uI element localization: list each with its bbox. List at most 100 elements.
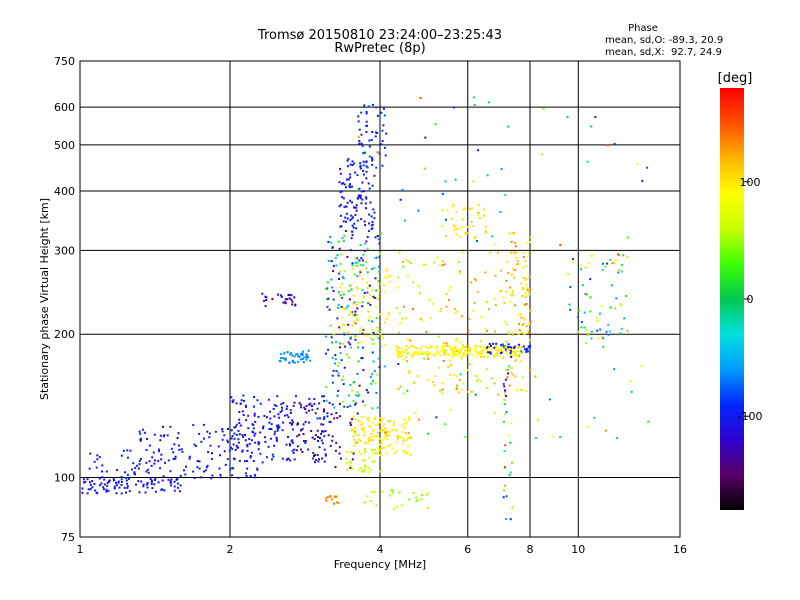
data-point <box>338 247 341 250</box>
data-point <box>207 451 210 454</box>
data-point <box>327 348 330 351</box>
data-point <box>370 138 373 141</box>
data-point <box>496 349 498 352</box>
data-point <box>354 335 357 338</box>
data-point <box>402 449 405 452</box>
data-point <box>446 209 449 212</box>
data-point <box>339 342 342 345</box>
data-point <box>179 484 182 487</box>
data-point <box>308 397 311 400</box>
data-point <box>323 448 326 451</box>
data-point <box>514 251 516 254</box>
data-point <box>138 463 141 466</box>
data-point <box>273 433 276 436</box>
data-point <box>401 504 403 507</box>
data-point <box>358 128 361 131</box>
data-point <box>500 344 503 347</box>
data-point <box>342 197 345 200</box>
data-point <box>345 220 347 223</box>
data-point <box>103 478 106 481</box>
data-point <box>511 333 514 336</box>
data-point <box>352 438 355 441</box>
data-point <box>471 207 474 210</box>
data-point <box>522 288 525 291</box>
data-point <box>504 413 507 416</box>
data-point <box>253 412 256 415</box>
data-point <box>371 220 374 223</box>
data-point <box>398 435 401 438</box>
data-point <box>356 257 358 260</box>
data-point <box>285 443 288 446</box>
data-point <box>450 349 453 352</box>
data-point <box>357 341 360 344</box>
data-point <box>324 453 327 456</box>
data-point <box>441 392 443 395</box>
data-point <box>318 402 321 405</box>
data-point <box>322 418 325 420</box>
data-point <box>127 477 130 480</box>
data-point <box>590 330 593 333</box>
data-point <box>378 330 381 333</box>
data-point <box>507 368 510 371</box>
data-point <box>356 219 359 222</box>
data-point <box>238 422 241 424</box>
data-point <box>512 330 515 333</box>
data-point <box>453 352 456 355</box>
data-point <box>308 421 311 424</box>
data-point <box>162 475 165 478</box>
y-tick-label: 200 <box>54 328 75 341</box>
data-point <box>150 479 153 482</box>
y-tick-label: 750 <box>54 55 75 68</box>
data-point <box>249 455 252 458</box>
data-point <box>614 307 617 310</box>
data-point <box>326 496 329 499</box>
data-point <box>268 421 271 424</box>
data-point <box>451 351 454 354</box>
data-point <box>357 301 360 304</box>
data-point <box>522 256 525 258</box>
data-point <box>524 318 526 321</box>
data-point <box>377 337 380 340</box>
data-point <box>465 349 468 352</box>
data-point <box>467 226 469 229</box>
data-point <box>429 346 432 349</box>
data-point <box>432 381 434 383</box>
data-point <box>320 432 322 435</box>
data-point <box>349 219 352 222</box>
data-point <box>311 436 314 439</box>
data-point <box>170 484 173 487</box>
data-point <box>522 323 525 326</box>
data-point <box>351 418 354 421</box>
data-point <box>358 140 361 142</box>
data-point <box>238 411 241 413</box>
data-point <box>407 274 410 277</box>
data-point <box>84 480 87 483</box>
data-point <box>254 432 257 435</box>
data-point <box>398 312 401 315</box>
data-point <box>395 428 398 431</box>
data-point <box>513 350 516 353</box>
data-point <box>342 383 345 386</box>
data-point <box>529 344 532 347</box>
data-point <box>372 331 375 334</box>
data-point <box>294 304 297 307</box>
data-point <box>330 413 333 416</box>
data-point <box>498 355 501 358</box>
data-point <box>528 346 531 349</box>
data-point <box>230 396 233 399</box>
data-point <box>398 491 401 494</box>
data-point <box>342 331 345 334</box>
data-point <box>410 262 412 265</box>
data-point <box>508 349 511 352</box>
data-point <box>203 437 205 440</box>
data-point <box>362 469 365 472</box>
data-point <box>356 264 359 267</box>
data-point <box>239 402 242 405</box>
data-point <box>353 162 356 165</box>
data-point <box>344 216 347 219</box>
data-point <box>154 477 157 480</box>
data-point <box>356 197 359 200</box>
data-point <box>426 354 429 356</box>
data-point <box>452 353 455 356</box>
data-point <box>460 349 463 352</box>
